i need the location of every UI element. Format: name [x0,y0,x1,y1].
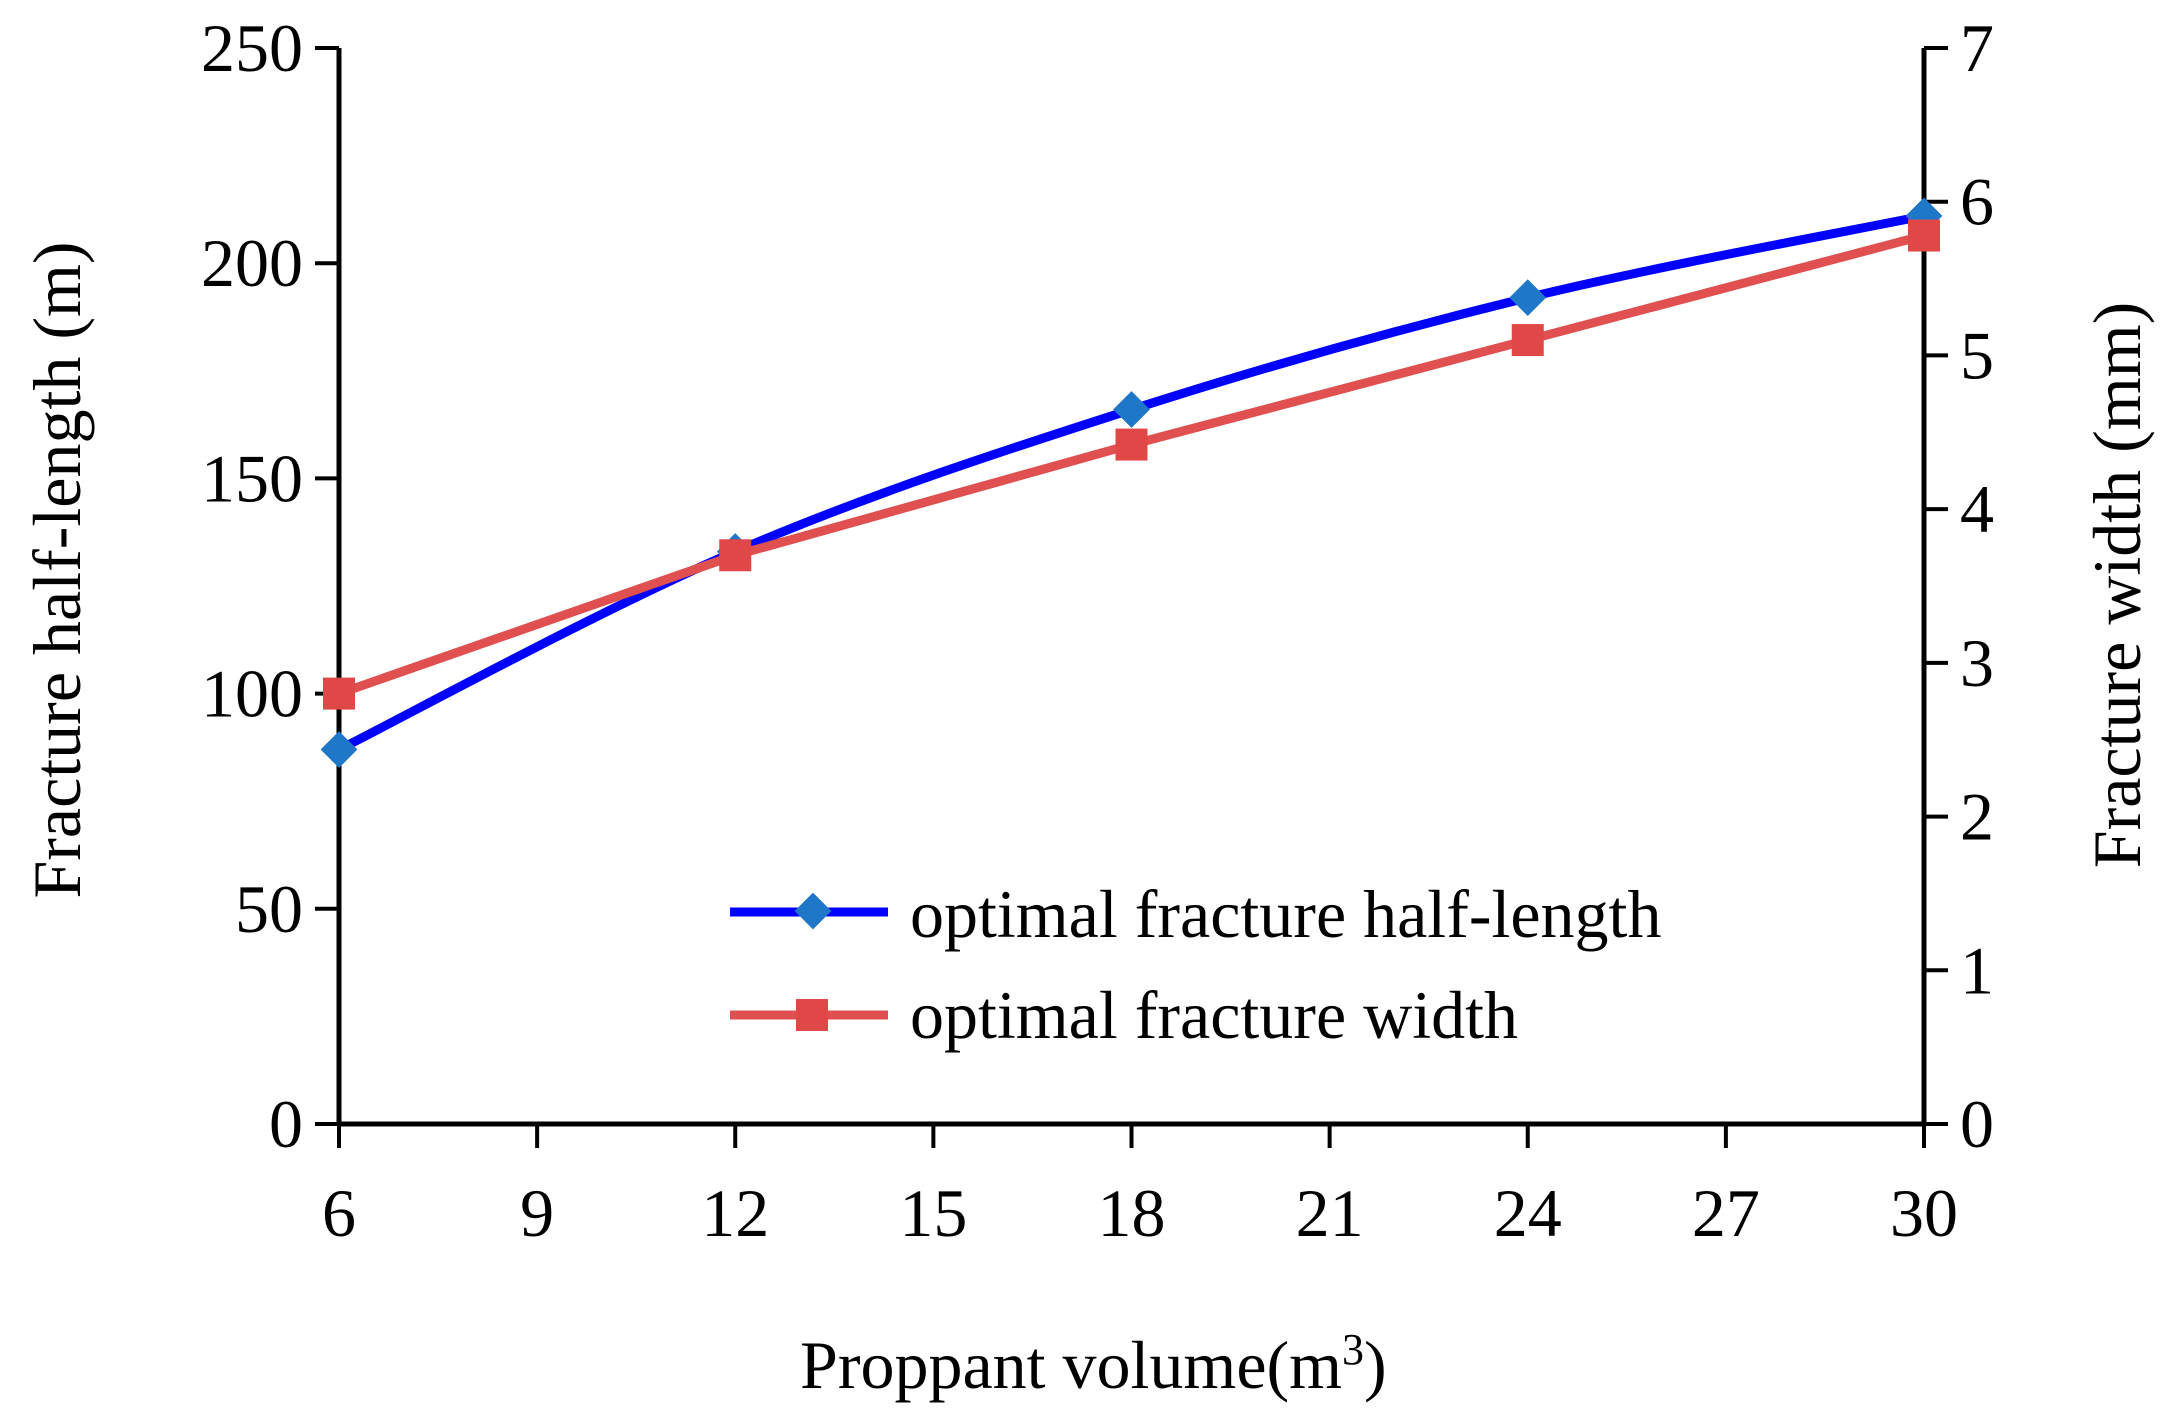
x-axis-title: Proppant volume(m3) [800,1325,1387,1404]
data-point-optimal-fracture-width-6 [323,677,355,710]
legend-marker-diamond [794,892,832,930]
y-right-tick-label: 1 [1960,932,1994,1008]
y-axis-left-title: Fracture half-length (m) [19,241,95,898]
y-left-tick-label: 0 [269,1086,303,1162]
right-y-ticks: 0 1 2 3 4 5 6 7 [1924,10,1994,1162]
data-point-optimal-fracture-width-12 [719,539,752,572]
y-left-tick-label: 50 [235,871,303,947]
series-layer [320,197,1943,768]
x-tick-label: 9 [520,1175,554,1251]
data-point-optimal-fracture-half-length-18 [1113,391,1150,428]
y-axis-right-title: Fracture width (mm) [2079,302,2155,869]
y-left-tick-label: 200 [201,225,303,301]
axes [336,48,1927,1127]
data-point-optimal-fracture-half-length-6 [320,731,358,768]
x-tick-label: 12 [701,1175,769,1251]
x-tick-label: 21 [1296,1175,1364,1251]
y-right-tick-label: 6 [1960,164,1994,240]
y-right-tick-label: 0 [1960,1086,1994,1162]
y-left-tick-label: 100 [201,656,303,732]
y-left-tick-label: 150 [201,440,303,516]
legend-label-half-length: optimal fracture half-length [910,876,1661,952]
y-right-tick-label: 4 [1960,471,1994,547]
x-axis-title-superscript: 3 [1342,1325,1364,1374]
x-tick-label: 6 [322,1175,356,1251]
left-y-ticks: 0 50 100 150 200 250 [201,10,339,1162]
x-tick-label: 24 [1494,1175,1562,1251]
y-right-tick-label: 2 [1960,779,1994,855]
x-tick-label: 27 [1692,1175,1760,1251]
data-point-optimal-fracture-width-24 [1511,324,1544,357]
legend-marker-square [796,999,828,1031]
legend: optimal fracture half-length optimal fra… [730,876,1661,1053]
y-left-tick-label: 250 [201,10,303,86]
x-tick-label: 30 [1890,1175,1958,1251]
legend-label-width: optimal fracture width [910,977,1518,1053]
y-right-tick-label: 5 [1960,317,1994,393]
x-ticks: 6 9 12 15 18 21 24 27 30 [322,1124,1958,1251]
y-right-tick-label: 7 [1960,10,1994,86]
data-point-optimal-fracture-width-30 [1908,219,1940,252]
x-tick-label: 15 [899,1175,967,1251]
y-right-tick-label: 3 [1960,625,1994,701]
data-point-optimal-fracture-width-18 [1115,428,1148,461]
data-point-optimal-fracture-half-length-24 [1509,279,1547,317]
x-tick-label: 18 [1098,1175,1166,1251]
